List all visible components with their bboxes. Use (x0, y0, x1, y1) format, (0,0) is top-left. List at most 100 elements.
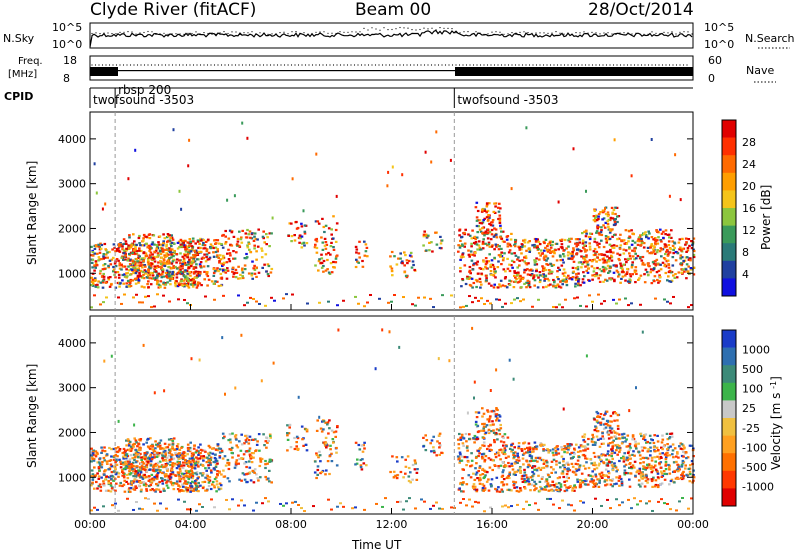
scatter-cell (220, 473, 223, 476)
scatter-cell (476, 231, 479, 234)
scatter-cell (253, 268, 257, 271)
scatter-cell (182, 257, 186, 260)
scatter-cell (502, 268, 506, 271)
scatter-cell (174, 283, 177, 286)
scatter-cell (652, 245, 655, 248)
scatter-cell (173, 448, 176, 451)
scatter-cell (479, 248, 483, 251)
nave-point (262, 64, 265, 66)
scatter-cell (465, 304, 468, 307)
noise-search-point (491, 31, 493, 33)
scatter-cell (154, 440, 157, 443)
nave-point (511, 64, 513, 66)
noise-search-point (191, 32, 193, 35)
scatter-cell (482, 441, 486, 444)
scatter-cell (198, 282, 202, 285)
scatter-cell (243, 478, 247, 481)
scatter-cell (212, 255, 216, 258)
scatter-cell (429, 442, 432, 445)
scatter-cell (625, 271, 629, 274)
scatter-cell (195, 258, 199, 261)
scatter-cell (178, 189, 181, 193)
scatter-cell (134, 245, 137, 248)
scatter-cell (195, 487, 198, 490)
scatter-cell (533, 489, 536, 492)
scatter-cell (147, 295, 150, 298)
scatter-cell (268, 469, 271, 472)
scatter-cell (571, 266, 575, 269)
scatter-cell (497, 217, 500, 221)
scatter-cell (574, 462, 578, 465)
scatter-cell (103, 256, 107, 259)
scatter-cell (203, 270, 206, 273)
figure-title: Clyde River (fitACF) (90, 0, 256, 20)
scatter-cell (132, 267, 135, 270)
scatter-cell (207, 484, 211, 488)
scatter-cell (109, 482, 113, 485)
nave-point (294, 64, 296, 66)
scatter-cell (335, 451, 338, 454)
scatter-cell (574, 242, 577, 245)
scatter-cell (497, 260, 500, 263)
scatter-cell (584, 260, 588, 263)
scatter-cell (501, 259, 505, 262)
nave-point (336, 64, 338, 66)
scatter-cell (577, 446, 581, 449)
scatter-cell (315, 429, 319, 432)
scatter-cell (224, 235, 227, 238)
scatter-cell (407, 479, 411, 483)
scatter-cell (98, 251, 102, 254)
scatter-cell (615, 302, 618, 305)
scatter-cell (517, 271, 520, 274)
scatter-cell (500, 230, 503, 233)
noise-search-point (375, 28, 377, 30)
scatter-cell (127, 269, 131, 272)
scatter-cell (207, 481, 211, 484)
scatter-cell (494, 202, 498, 205)
noise-search-point (267, 33, 269, 36)
scatter-cell (196, 239, 200, 242)
scatter-cell (491, 224, 495, 227)
scatter-cell (669, 248, 673, 251)
scatter-cell (330, 460, 334, 463)
scatter-cell (107, 276, 110, 279)
scatter-cell (667, 263, 671, 266)
scatter-cell (235, 271, 239, 274)
scatter-cell (488, 216, 491, 219)
scatter-cell (255, 501, 258, 504)
scatter-cell (523, 256, 526, 259)
scatter-cell (548, 271, 552, 274)
scatter-cell (330, 233, 333, 236)
scatter-cell (573, 452, 576, 455)
scatter-cell (123, 479, 126, 482)
scatter-cell (562, 460, 565, 463)
scatter-cell (399, 470, 403, 474)
scatter-cell (547, 279, 551, 282)
scatter-cell (91, 456, 94, 459)
scatter-cell (96, 461, 99, 464)
scatter-cell (519, 300, 522, 303)
scatter-cell (141, 508, 144, 511)
scatter-cell (482, 232, 486, 235)
scatter-cell (471, 301, 474, 304)
scatter-cell (562, 249, 565, 252)
scatter-cell (485, 279, 488, 282)
scatter-cell (324, 269, 328, 272)
noise-search-point (355, 31, 357, 33)
scatter-cell (204, 467, 207, 470)
scatter-cell (322, 264, 325, 268)
nave-point (308, 64, 310, 66)
scatter-cell (203, 247, 207, 250)
scatter-cell (522, 508, 525, 511)
scatter-cell (361, 458, 364, 461)
noise-search-point (179, 33, 181, 35)
scatter-cell (199, 237, 202, 240)
scatter-cell (520, 248, 523, 251)
scatter-cell (148, 277, 151, 280)
scatter-cell (627, 230, 631, 233)
scatter-cell (413, 268, 416, 272)
scatter-cell (582, 281, 586, 284)
scatter-cell (515, 489, 519, 493)
scatter-cell (155, 464, 159, 467)
scatter-cell (171, 439, 175, 443)
